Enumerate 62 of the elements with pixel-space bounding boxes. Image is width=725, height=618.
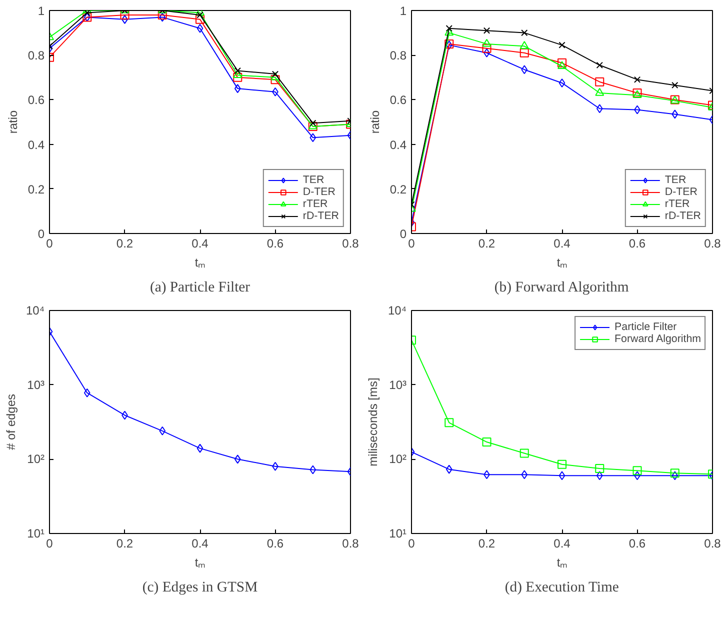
x-tick-label: 0	[46, 236, 54, 250]
x-axis-title: tₘ	[556, 256, 568, 270]
text: (c) Edges in GTSM	[142, 580, 258, 596]
y-tick-label: 0.6	[390, 93, 407, 108]
x-axis-title: tₘ	[194, 556, 206, 570]
legend-label: rTER	[664, 198, 690, 210]
y-tick-label: 0.4	[390, 138, 407, 152]
x-tick-label: 0.2	[478, 536, 496, 550]
y-axis-title: ratio	[368, 110, 382, 134]
legend-label: Forward Algorithm	[614, 333, 701, 345]
legend-label: TER	[302, 174, 324, 186]
x-tick-label: 0.2	[478, 236, 496, 250]
legend-label: TER	[664, 174, 686, 186]
x-tick-label: 0	[46, 536, 54, 550]
y-tick-label: 10¹	[27, 526, 45, 540]
x-tick-label: 0.8	[342, 536, 360, 550]
x-tick-label: 0.8	[704, 536, 722, 550]
y-tick-label: 0.2	[28, 182, 45, 196]
x-axis-title: tₘ	[556, 556, 568, 570]
x-tick-label: 0.4	[192, 536, 209, 550]
y-tick-label: 10²	[27, 452, 45, 466]
y-tick-label: 0.8	[390, 48, 407, 63]
y-tick-label: 0	[400, 227, 407, 241]
x-tick-label: 0.6	[628, 236, 646, 250]
legend-label: D-TER	[302, 186, 336, 198]
text: (b) Forward Algorithm	[494, 280, 630, 296]
x-tick-label: 0.6	[266, 536, 284, 550]
legend-label: rD-TER	[664, 210, 701, 222]
y-tick-label: 0.6	[28, 93, 45, 108]
x-tick-label: 0.6	[628, 536, 646, 550]
legend-label: D-TER	[664, 186, 698, 198]
y-tick-label: 10⁴	[388, 304, 407, 318]
y-tick-label: 0.2	[390, 182, 407, 196]
y-tick-label: 10³	[389, 378, 407, 392]
x-tick-label: 0	[408, 536, 416, 550]
x-tick-label: 0.8	[704, 236, 722, 250]
x-tick-label: 0	[408, 236, 416, 250]
y-axis-title: # of edges	[4, 394, 18, 450]
y-tick-label: 10³	[27, 378, 45, 392]
y-tick-label: 1	[38, 4, 45, 18]
text: (d) Execution Time	[504, 580, 619, 596]
x-tick-label: 0.4	[554, 236, 571, 250]
x-tick-label: 0.2	[116, 236, 134, 250]
x-tick-label: 0.6	[266, 236, 284, 250]
x-tick-label: 0.4	[554, 536, 571, 550]
x-tick-label: 0.4	[192, 236, 209, 250]
legend-label: rTER	[302, 198, 328, 210]
y-axis-title: ratio	[6, 110, 20, 134]
y-tick-label: 0	[38, 227, 45, 241]
legend-label: Particle Filter	[614, 321, 677, 333]
y-tick-label: 0.8	[28, 48, 45, 63]
text: (a) Particle Filter	[150, 280, 250, 296]
y-axis-title: miliseconds [ms]	[366, 378, 380, 466]
x-tick-label: 0.2	[116, 536, 134, 550]
y-tick-label: 10²	[389, 452, 407, 466]
x-axis-title: tₘ	[194, 256, 206, 270]
x-tick-label: 0.8	[342, 236, 360, 250]
y-tick-label: 10⁴	[26, 304, 45, 318]
y-tick-label: 10¹	[389, 526, 407, 540]
legend-label: rD-TER	[302, 210, 339, 222]
y-tick-label: 0.4	[28, 138, 45, 152]
y-tick-label: 1	[400, 4, 407, 18]
